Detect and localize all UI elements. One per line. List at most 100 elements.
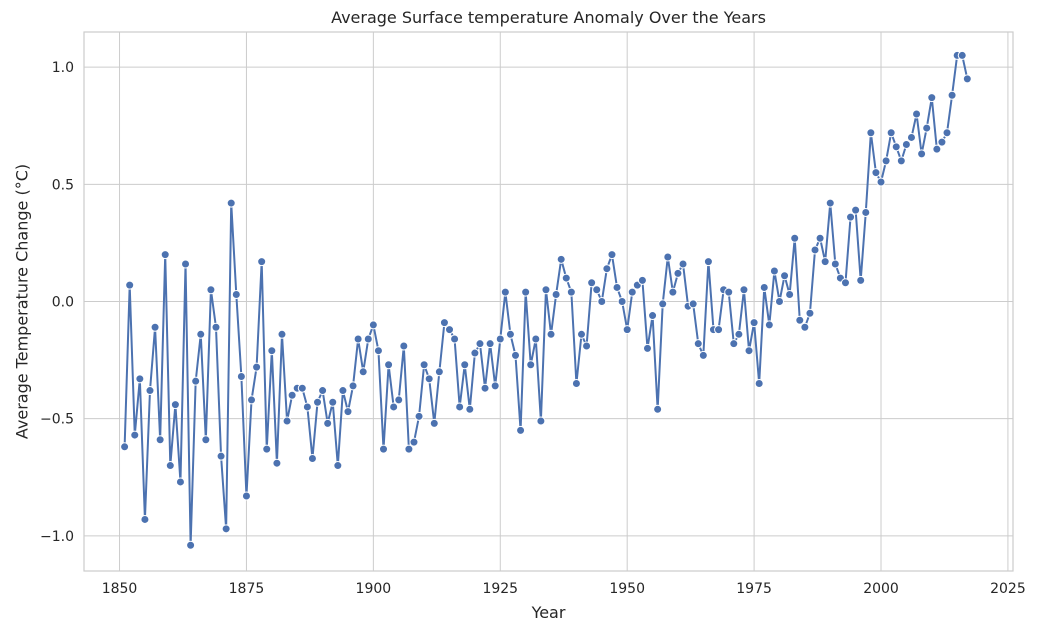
data-point [703,257,713,267]
data-point [541,285,551,295]
x-tick-label: 2025 [990,581,1026,597]
y-axis-label: Average Temperature Change (°C) [13,164,32,439]
data-point [825,198,835,208]
data-point [465,404,475,414]
data-point [653,404,663,414]
data-point [749,318,759,328]
data-point [627,287,637,297]
data-point [754,379,764,389]
data-point [592,285,602,295]
data-point [906,132,916,142]
data-point [942,128,952,138]
data-point [886,128,896,138]
data-point-layer [120,50,972,550]
data-point [881,156,891,166]
data-point [668,287,678,297]
data-point [470,348,480,358]
data-point [272,458,282,468]
data-point [140,514,150,524]
data-point [673,268,683,278]
data-point [490,381,500,391]
y-tick-label: 1.0 [52,60,74,76]
data-point [607,250,617,260]
data-point [759,282,769,292]
x-tick-label: 1975 [736,581,772,597]
plot-frame [83,31,1014,572]
data-point [206,285,216,295]
data-point [439,318,449,328]
data-point [277,329,287,339]
data-point [475,339,485,349]
data-point [282,416,292,426]
data-point [622,325,632,335]
data-point [739,285,749,295]
data-point [414,411,424,421]
data-point [328,397,338,407]
data-point [384,360,394,370]
data-point [201,435,211,445]
x-tick-label: 1925 [482,581,518,597]
data-point [805,308,815,318]
x-tick-label: 1950 [609,581,645,597]
data-point [810,245,820,255]
data-point [419,360,429,370]
x-tick-label: 1875 [229,581,265,597]
series-line-layer [123,54,969,547]
x-tick-label: 2000 [863,581,899,597]
data-point [947,90,957,100]
data-point [318,386,328,396]
data-point [693,339,703,349]
data-point [658,299,668,309]
data-point [932,144,942,154]
data-point [348,381,358,391]
data-point [455,402,465,412]
data-point [175,477,185,487]
data-point [800,322,810,332]
data-point [526,360,536,370]
data-point [181,259,191,269]
data-point [744,346,754,356]
data-point [764,320,774,330]
data-point [917,149,927,159]
data-point [927,93,937,103]
data-point [901,139,911,149]
data-point [815,233,825,243]
data-point [373,346,383,356]
data-point [434,367,444,377]
data-point [851,205,861,215]
data-point [846,212,856,222]
data-point [642,343,652,353]
data-point [343,407,353,417]
data-point [516,425,526,435]
data-point [358,367,368,377]
data-point [780,271,790,281]
data-point [612,282,622,292]
data-point [155,435,165,445]
x-tick-label: 1900 [356,581,392,597]
data-point [495,334,505,344]
data-point [790,233,800,243]
data-point [531,334,541,344]
data-point [587,278,597,288]
data-point [840,278,850,288]
data-point [820,257,830,267]
data-point [866,128,876,138]
data-point [856,275,866,285]
data-point [267,346,277,356]
data-point [556,254,566,264]
data-point [257,257,267,267]
data-point [221,524,231,534]
data-point [302,402,312,412]
data-point [353,334,363,344]
data-point [511,350,520,360]
data-point [313,397,323,407]
data-point [480,383,490,393]
data-point [714,325,724,335]
data-point [597,297,607,306]
data-point [226,198,236,208]
data-point [287,390,297,400]
grid-layer [84,32,1013,571]
series-line [123,54,969,547]
data-point [577,329,586,339]
data-point [338,386,348,396]
